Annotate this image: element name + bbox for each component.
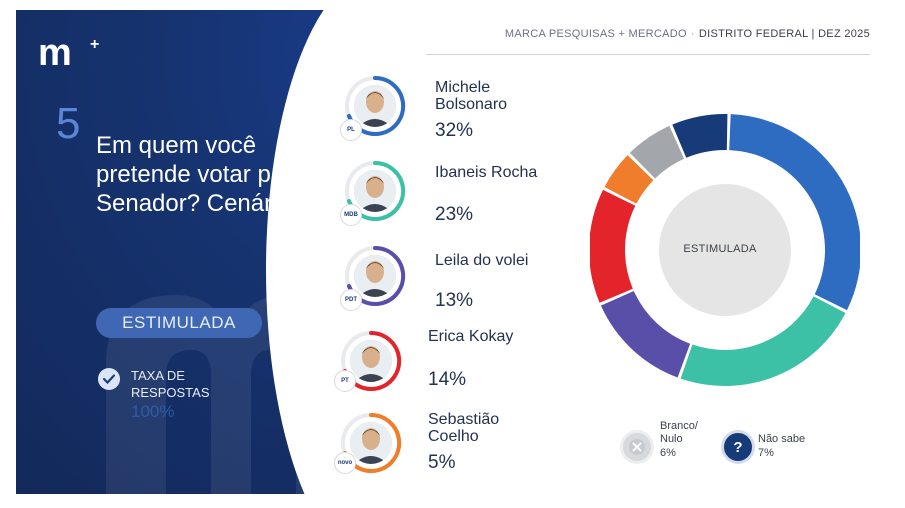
candidate-percentage: 32% xyxy=(435,120,474,141)
candidate-photo xyxy=(354,170,396,212)
legend-nao-sabe-label: Não sabe xyxy=(758,433,806,445)
response-rate-label: TAXA DE RESPOSTAS xyxy=(131,368,210,400)
donut-slice-branco-nulo xyxy=(629,125,685,179)
check-icon xyxy=(98,368,120,390)
candidate-name: Erica Kokay xyxy=(428,328,514,345)
candidate-percentage: 5% xyxy=(428,452,456,473)
nao-sabe-question-icon: ? xyxy=(721,430,755,464)
donut-slice-sebasti-o-coelho xyxy=(604,155,654,204)
legend-branco-label: Branco/ Nulo xyxy=(660,420,698,445)
candidate-photo xyxy=(354,255,396,297)
candidate-percentage: 14% xyxy=(428,369,467,390)
party-logo-icon: MDB xyxy=(340,204,362,226)
candidate-avatar xyxy=(340,330,402,392)
question-number: 5 xyxy=(56,99,81,148)
party-logo-icon: PDT xyxy=(340,289,362,311)
header-region: DISTRITO FEDERAL xyxy=(698,28,809,40)
question-panel: m + 5 Em quem você pretende votar para S… xyxy=(16,10,386,494)
legend-branco-pct: 6% xyxy=(660,447,676,459)
party-logo-icon: PT xyxy=(334,370,356,392)
donut-slice-leila-do-volei xyxy=(600,290,691,378)
candidate-avatar xyxy=(344,75,406,137)
brand-logo-plus: + xyxy=(90,36,100,53)
donut-center-label: ESTIMULADA xyxy=(683,243,757,255)
candidate-percentage: 23% xyxy=(435,204,474,225)
legend-nao-sabe-pct: 7% xyxy=(758,447,774,459)
candidate-photo xyxy=(354,85,396,127)
candidate-name: Ibaneis Rocha xyxy=(435,164,538,181)
donut-slice-michele-bolsonaro xyxy=(729,114,860,311)
candidate-name: Michele Bolsonaro xyxy=(435,79,508,113)
svg-text:?: ? xyxy=(733,439,742,456)
party-logo-icon: PL xyxy=(340,119,362,141)
donut-slice-n-o-sabe xyxy=(672,114,728,158)
party-logo-icon: novo xyxy=(334,452,356,474)
candidate-name: Sebastião Coelho xyxy=(428,411,500,445)
donut-center-circle xyxy=(659,184,791,316)
header-pipe: | xyxy=(811,28,815,40)
donut-slice-erica-kokay xyxy=(590,189,636,303)
candidate-photo xyxy=(350,340,392,382)
candidate-percentage: 13% xyxy=(435,290,474,311)
question-text: Em quem você pretende votar para Senador… xyxy=(96,132,311,217)
survey-header: MARCA PESQUISAS + MERCADO · DISTRITO FEDER… xyxy=(426,28,870,55)
candidate-name: Leila do volei xyxy=(435,252,529,269)
candidate-avatar xyxy=(344,160,406,222)
donut-slice-ibaneis-rocha xyxy=(680,296,846,386)
candidate-avatar xyxy=(340,412,402,474)
branco-nulo-x-icon xyxy=(620,430,654,464)
header-separator: · xyxy=(690,28,695,40)
header-source: MARCA PESQUISAS + MERCADO xyxy=(504,28,687,40)
response-rate-value: 100% xyxy=(131,402,175,421)
candidate-photo xyxy=(350,422,392,464)
donut-chart xyxy=(590,114,860,386)
header-date: DEZ 2025 xyxy=(818,28,870,40)
brand-logo: m xyxy=(38,32,72,74)
estimulada-badge: ESTIMULADA xyxy=(96,308,262,338)
candidate-avatar xyxy=(344,245,406,307)
